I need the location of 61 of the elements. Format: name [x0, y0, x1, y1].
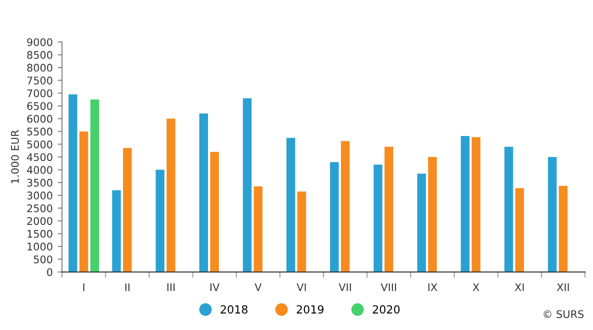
bar — [199, 114, 208, 272]
bar — [472, 137, 480, 272]
bar — [374, 164, 382, 272]
bar — [68, 94, 78, 272]
y-tick-label: 3000 — [27, 192, 52, 200]
x-tick-label: IV — [210, 283, 220, 292]
bar — [297, 192, 306, 272]
x-tick-label: V — [254, 283, 262, 292]
y-tick-label: 5000 — [27, 140, 52, 148]
bar — [504, 146, 514, 272]
text: © SURS — [544, 310, 584, 318]
x-tick-label: VIII — [380, 283, 396, 292]
bar — [548, 157, 557, 272]
bar — [417, 174, 426, 272]
bar — [123, 148, 132, 272]
legend-label: 2019 — [296, 305, 324, 314]
y-tick-label: 1500 — [28, 230, 52, 238]
bar — [166, 118, 176, 272]
y-tick-label: 8500 — [27, 51, 52, 59]
y-tick-label: 3500 — [27, 178, 52, 187]
bar — [428, 157, 437, 272]
bar — [90, 100, 100, 272]
x-tick-label: II — [125, 283, 130, 292]
x-tick-label: XI — [514, 283, 524, 292]
bar — [286, 138, 296, 272]
x-tick-label: IX — [428, 283, 438, 292]
y-tick-label: 8000 — [27, 64, 52, 72]
legend-label: 2020 — [372, 305, 400, 314]
bar — [210, 152, 219, 272]
bar — [156, 170, 164, 272]
y-tick-label: 7500 — [27, 76, 52, 84]
x-tick-label: III — [167, 283, 175, 292]
y-tick-label: 5500 — [27, 128, 52, 136]
bar — [254, 186, 262, 272]
y-tick-label: 0 — [47, 268, 52, 276]
y-tick-label: 9000 — [27, 38, 52, 46]
bar — [112, 190, 121, 272]
bar — [330, 162, 339, 272]
x-tick-label: XII — [556, 283, 569, 292]
bar — [384, 146, 394, 272]
bar — [79, 131, 88, 272]
y-tick-label: 7000 — [27, 89, 52, 98]
bar — [460, 136, 470, 272]
bar — [558, 186, 568, 272]
y-axis-title: 1.000 EUR — [11, 130, 19, 184]
y-tick-label: 500 — [34, 255, 52, 264]
y-tick-label: 2000 — [27, 217, 52, 225]
x-tick-label: VI — [296, 283, 306, 292]
x-tick-label: I — [83, 283, 84, 292]
y-tick-label: 6500 — [27, 102, 52, 110]
y-tick-label: 6000 — [27, 114, 52, 123]
y-tick-label: 4000 — [26, 166, 52, 174]
bar — [515, 188, 524, 272]
y-tick-label: 1000 — [28, 242, 52, 251]
bar — [242, 98, 252, 272]
x-tick-label: X — [472, 283, 480, 292]
y-tick-label: 4500 — [26, 153, 52, 162]
y-tick-label: 2500 — [27, 204, 52, 212]
legend-label: 2018 — [220, 305, 248, 314]
bar — [340, 141, 350, 272]
x-tick-label: VII — [338, 283, 351, 292]
